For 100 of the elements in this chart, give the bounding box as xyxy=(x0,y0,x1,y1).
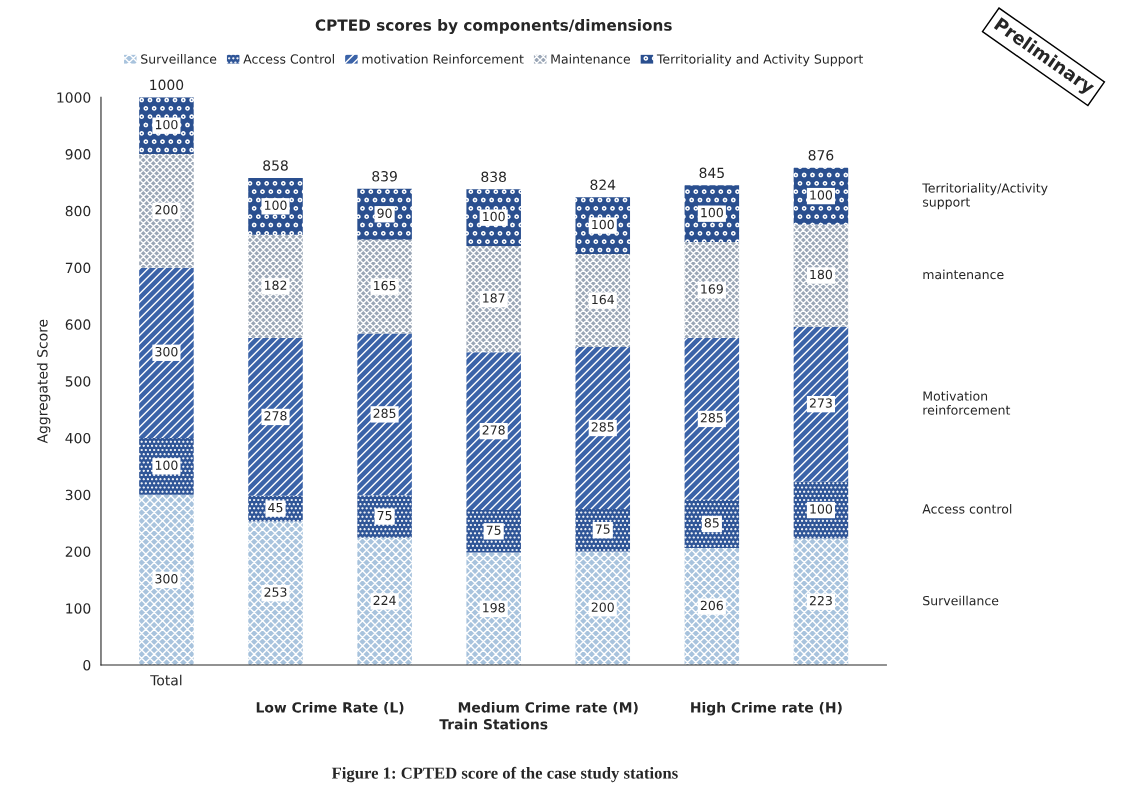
data-label: 206 xyxy=(700,600,723,611)
data-label: 182 xyxy=(264,280,287,290)
x-axis-title: Train Stations xyxy=(439,718,548,730)
data-label: 90 xyxy=(377,208,392,218)
x-tick-label: Total xyxy=(150,674,182,686)
bar xyxy=(684,242,740,339)
data-label: 223 xyxy=(809,595,832,606)
data-label: 100 xyxy=(155,460,178,470)
data-label: 278 xyxy=(482,425,505,435)
bar xyxy=(466,352,521,511)
bar xyxy=(248,177,303,235)
chart-title: CPTED scores by components/dimensions xyxy=(315,19,672,34)
bar xyxy=(357,188,412,240)
data-label: 180 xyxy=(810,269,833,280)
bar xyxy=(139,437,194,495)
legend-label: Access Control xyxy=(243,54,334,64)
bar xyxy=(248,521,303,666)
data-label: 75 xyxy=(377,510,392,521)
bar xyxy=(357,333,412,496)
caption: Figure 1: CPTED score of the case study stations xyxy=(331,766,678,783)
y-tick-label: 200 xyxy=(65,546,91,557)
bar xyxy=(684,548,740,666)
data-label: 187 xyxy=(483,293,505,303)
y-tick-label: 300 xyxy=(65,489,91,501)
data-label: 100 xyxy=(155,119,178,130)
text: Access control xyxy=(922,503,1012,514)
data-label: 200 xyxy=(155,205,178,215)
data-label: 224 xyxy=(373,595,396,605)
y-tick-label: 500 xyxy=(65,376,91,387)
total-label: 876 xyxy=(808,149,834,161)
text: Territoriality/Activity support xyxy=(922,183,1048,210)
y-axis-title: Aggregated Score xyxy=(36,319,51,444)
bar xyxy=(248,338,303,496)
y-tick-label: 400 xyxy=(65,432,91,444)
total-label: 845 xyxy=(699,167,724,179)
data-label: 253 xyxy=(264,587,287,597)
bar xyxy=(357,537,412,666)
total-label: 839 xyxy=(372,170,397,182)
data-label: 169 xyxy=(701,284,723,294)
legend-label: motivation Reinforcement xyxy=(362,54,524,64)
bar xyxy=(139,154,194,268)
total-label: 838 xyxy=(481,171,506,183)
y-tick-label: 900 xyxy=(65,149,91,160)
bar xyxy=(575,254,631,348)
data-label: 285 xyxy=(373,408,396,419)
y-tick-label: 800 xyxy=(65,205,91,217)
bar xyxy=(575,551,631,666)
legend-label: Surveillance xyxy=(141,54,217,64)
data-label: 273 xyxy=(809,398,832,408)
bar xyxy=(248,234,303,339)
text: Surveillance xyxy=(923,595,999,606)
bar xyxy=(466,189,521,247)
data-label: 100 xyxy=(701,207,723,218)
text: High Crime rate (H) xyxy=(691,701,842,716)
bar xyxy=(466,246,521,353)
text: maintenance xyxy=(923,269,1004,280)
data-label: 85 xyxy=(704,518,719,528)
data-label: 75 xyxy=(595,524,610,534)
y-tick-label: 600 xyxy=(65,319,91,330)
bar xyxy=(793,538,849,666)
bar xyxy=(684,499,740,549)
total-label: 1000 xyxy=(150,79,184,91)
bar xyxy=(575,508,631,552)
bar xyxy=(357,495,412,538)
y-tick-label: 1000 xyxy=(57,92,91,103)
data-label: 100 xyxy=(592,219,614,230)
bar xyxy=(357,239,412,334)
y-tick-label: 0 xyxy=(83,659,91,671)
bar xyxy=(575,347,631,509)
bar xyxy=(139,494,194,666)
legend-label: Territoriality and Activity Support xyxy=(656,54,864,67)
data-label: 200 xyxy=(591,602,614,612)
y-tick-label: 100 xyxy=(66,603,91,614)
data-label: 45 xyxy=(268,502,283,513)
data-label: 100 xyxy=(810,504,833,514)
bar xyxy=(139,267,194,438)
text: Low Crime Rate (L) xyxy=(256,701,404,715)
text: Medium Crime rate (M) xyxy=(458,701,638,715)
total-label: 824 xyxy=(590,179,616,190)
bar xyxy=(684,338,740,500)
data-label: 300 xyxy=(155,346,178,357)
data-label: 100 xyxy=(810,190,833,200)
data-label: 100 xyxy=(264,200,287,210)
data-label: 300 xyxy=(155,574,178,584)
data-label: 75 xyxy=(486,525,501,535)
data-label: 100 xyxy=(483,211,505,222)
total-label: 858 xyxy=(263,160,288,171)
bar xyxy=(466,510,521,553)
bar xyxy=(793,326,849,482)
legend-label: Maintenance xyxy=(551,54,631,64)
bar xyxy=(793,224,849,327)
data-label: 164 xyxy=(592,294,614,305)
text: Motivation reinforcement xyxy=(923,391,1011,415)
data-label: 198 xyxy=(483,602,505,613)
bar xyxy=(575,197,631,255)
data-label: 278 xyxy=(264,411,287,421)
bar xyxy=(466,552,521,666)
data-label: 285 xyxy=(591,422,614,432)
y-tick-label: 700 xyxy=(65,262,91,274)
data-label: 165 xyxy=(374,280,396,291)
